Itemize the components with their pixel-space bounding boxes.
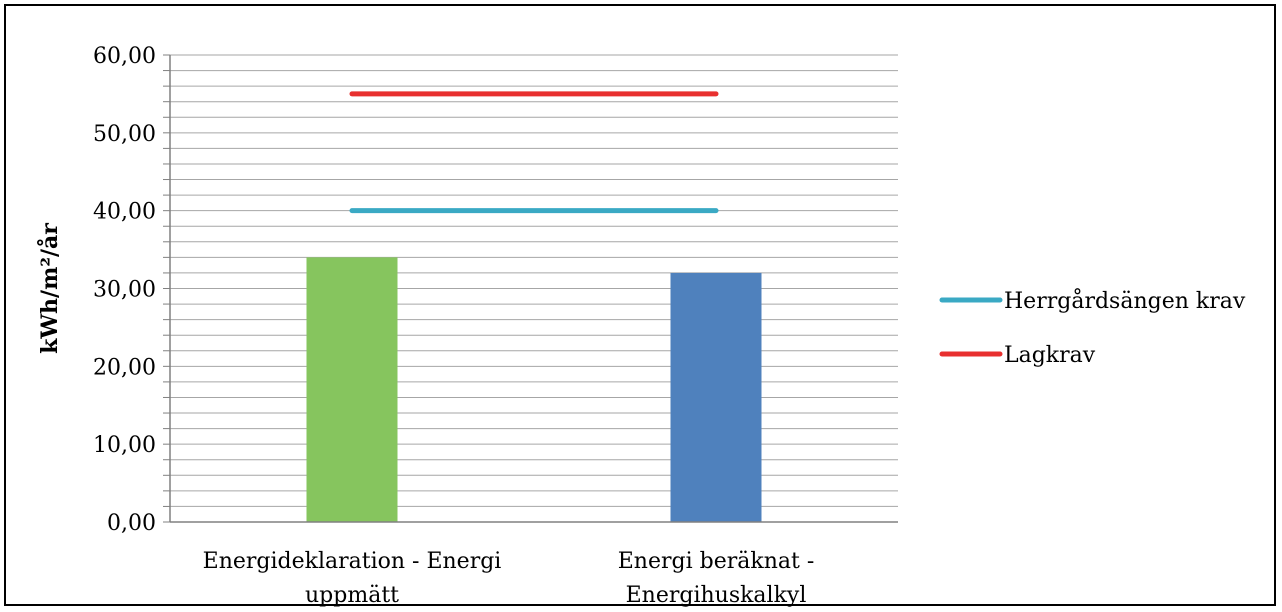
- bars: [306, 257, 762, 522]
- y-axis-label: kWh/m²/år: [37, 223, 63, 354]
- x-category-label: Energihuskalkyl: [626, 583, 807, 608]
- legend-label: Lagkrav: [1004, 343, 1096, 368]
- chart-frame: [4, 4, 1276, 606]
- y-tick-label: 30,00: [93, 278, 156, 303]
- legend: Herrgårdsängen krav Lagkrav: [939, 287, 1246, 368]
- x-category-label: Energi beräknat -: [618, 549, 815, 574]
- y-tick-label: 10,00: [93, 433, 156, 458]
- x-category-label: Energideklaration - Energi: [203, 549, 502, 574]
- grid-lines: [163, 54, 898, 523]
- y-tick-labels: 0,00 10,00 20,00 30,00 40,00 50,00 60,00: [93, 44, 156, 536]
- y-tick-label: 0,00: [107, 511, 156, 536]
- y-tick-label: 50,00: [93, 122, 156, 147]
- reference-lines: [349, 91, 719, 214]
- y-tick-label: 60,00: [93, 44, 156, 69]
- y-tick-label: 40,00: [93, 200, 156, 225]
- bar: [670, 272, 762, 522]
- bar: [306, 257, 398, 522]
- x-category-label: uppmätt: [305, 583, 399, 608]
- x-category-labels: Energideklaration - Energi uppmätt Energi …: [203, 549, 815, 608]
- legend-label: Herrgårdsängen krav: [1004, 287, 1246, 314]
- y-tick-label: 20,00: [93, 355, 156, 380]
